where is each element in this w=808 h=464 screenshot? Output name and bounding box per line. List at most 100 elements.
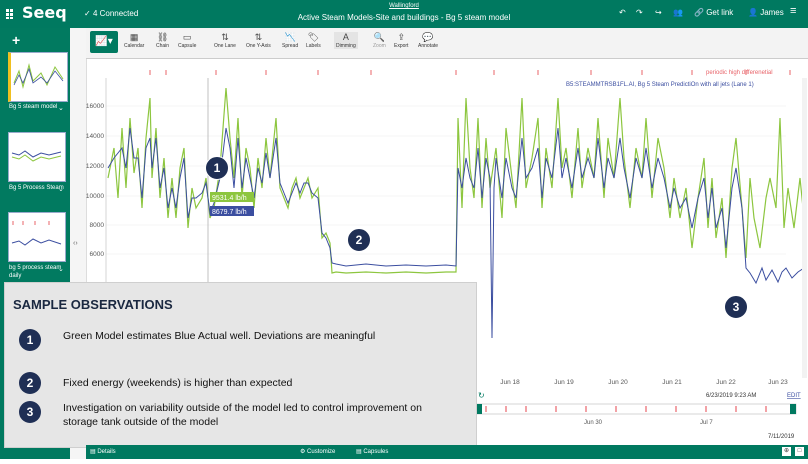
chevron-down-icon[interactable]: ⌄ — [58, 105, 64, 112]
model-value-tooltip — [210, 192, 254, 202]
one-y-axis-icon: ⇅ — [254, 32, 263, 42]
users-icon[interactable]: 👥 — [673, 8, 683, 17]
start-time: 6/23/2019 9:23 AM — [706, 393, 756, 399]
legend-capsule: periodic high differenetial — [706, 70, 773, 76]
y-tick: 16000 — [86, 103, 104, 110]
trend-toolbar: 📈▾ ▦ Calendar ⛓ Chain ▭ Capsule ⇅ One Lane ⇅… — [86, 28, 808, 59]
folder-link[interactable]: Wallingford — [389, 3, 419, 9]
observation-number: 3 — [19, 401, 41, 423]
spread-button[interactable]: 📉 Spread — [282, 32, 299, 49]
y-tick: 8000 — [90, 222, 105, 229]
comment-icon: 💬 — [422, 32, 434, 42]
navigation-bar[interactable] — [475, 403, 797, 415]
end-date: 7/11/2019 — [768, 434, 795, 440]
capsule-markers — [149, 70, 791, 75]
top-bar: Seeq ✓ 4 Connected Wallingford Active St… — [0, 0, 808, 28]
observation-item: 3 Investigation on variability outside o… — [19, 401, 453, 429]
x-tick: Jun 19 — [554, 379, 574, 386]
annotate-button[interactable]: 💬 Annotate — [418, 32, 439, 49]
y-tick: 6000 — [90, 251, 105, 258]
worksheet-thumb-2[interactable] — [8, 132, 66, 182]
trend-chart[interactable]: periodic high differenetial B5:STEAMMTRS… — [86, 58, 808, 459]
zoom-icon[interactable]: ⊕ — [782, 447, 791, 456]
worksheet-thumb-1[interactable] — [8, 52, 68, 102]
customize-button[interactable]: ⚙ Customize — [300, 449, 336, 455]
labels-button[interactable]: 🏷 Labels — [306, 32, 321, 49]
x-tick: Jun 18 — [500, 379, 520, 386]
user-menu[interactable]: 👤 James — [748, 8, 784, 17]
tag-icon: 🏷 — [307, 32, 320, 42]
x-tick: Jun 20 — [608, 379, 628, 386]
worksheet-label-3[interactable]: bg 5 process steam daily — [9, 265, 62, 279]
apps-grid-icon[interactable] — [6, 6, 16, 24]
export-icon: ⇪ — [397, 32, 405, 42]
worksheet-thumb-3[interactable] — [8, 212, 66, 262]
legend-series: B5:STEAMMTRSB1FL.AI, Bg 5 Steam Predicti… — [566, 82, 754, 88]
one-lane-button[interactable]: ⇅ One Lane — [214, 32, 236, 49]
worksheet-label-1[interactable]: Bg 5 steam model — [9, 104, 58, 110]
dimming-icon: A — [342, 32, 349, 42]
callout-3: 3 — [724, 295, 748, 319]
details-tab[interactable]: ▤ Details — [90, 449, 116, 455]
observation-text: Fixed energy (weekends) is higher than e… — [63, 377, 293, 389]
observations-heading: SAMPLE OBSERVATIONS — [13, 297, 173, 312]
callout-2: 2 — [347, 228, 371, 252]
app-logo[interactable]: Seeq — [22, 3, 67, 22]
y-tick: 12000 — [86, 163, 104, 170]
share-icon[interactable]: ↪ — [655, 8, 662, 17]
bottom-bar: ▤ Details ⚙ Customize ▤ Capsules ⊕ □ — [86, 445, 808, 459]
chevron-down-icon[interactable]: ⌄ — [58, 266, 64, 273]
y-tick-labels: 16000 14000 12000 10000 8000 6000 — [86, 103, 104, 258]
page-title: Active Steam Models-Site and buildings -… — [297, 13, 511, 22]
spread-icon: 📉 — [284, 32, 296, 42]
add-worksheet-icon[interactable]: + — [12, 32, 21, 48]
observations-panel: SAMPLE OBSERVATIONS 1 Green Model estima… — [4, 282, 477, 448]
actual-value-text: 8679.7 lb/h — [212, 209, 247, 216]
x-tick-labels: Jun 18 Jun 19 Jun 20 Jun 21 Jun 22 Jun 2… — [500, 379, 788, 386]
x-tick: Jun 21 — [662, 379, 682, 386]
x-tick: Jun 23 — [768, 379, 788, 386]
capsule-icon: ▭ — [182, 32, 192, 42]
chevron-down-icon[interactable]: ⌄ — [58, 186, 64, 193]
search-icon: 🔍 — [373, 32, 385, 42]
redo-icon[interactable]: ↷ — [636, 8, 643, 17]
capsule-button[interactable]: ▭ Capsule — [178, 32, 197, 49]
y-tick: 10000 — [86, 193, 104, 200]
callout-1: 1 — [205, 156, 229, 180]
observation-text: Investigation on variability outside of … — [63, 402, 422, 428]
nav-left-handle[interactable] — [476, 404, 482, 414]
view-selector-button[interactable]: 📈▾ — [90, 31, 118, 53]
collapse-icon[interactable]: □ — [795, 447, 804, 456]
chain-icon: ⛓ — [156, 32, 169, 42]
observation-item: 1 Green Model estimates Blue Actual well… — [19, 329, 453, 351]
collapse-arrows-icon[interactable]: ‹› — [73, 240, 78, 247]
undo-icon[interactable]: ↶ — [619, 8, 626, 17]
dimming-button[interactable]: A Dimming — [334, 32, 358, 49]
trend-svg[interactable]: periodic high differenetial B5:STEAMMTRS… — [86, 58, 808, 459]
get-link-button[interactable]: 🔗 Get link — [694, 8, 734, 17]
export-button[interactable]: ⇪ Export — [394, 32, 409, 49]
calendar-button[interactable]: ▦ Calendar — [124, 32, 145, 49]
chain-button[interactable]: ⛓ Chain — [156, 32, 170, 49]
x-tick: Jun 22 — [716, 379, 736, 386]
model-value-text: 9531.4 lb/h — [212, 195, 247, 202]
worksheet-label-2[interactable]: Bg 5 Process Steam — [9, 185, 64, 191]
observation-text: Green Model estimates Blue Actual well. … — [63, 330, 376, 342]
one-y-axis-button[interactable]: ⇅ One Y-Axis — [246, 32, 271, 49]
calendar-icon: ▦ — [129, 32, 139, 42]
nav-right-handle[interactable] — [790, 404, 796, 414]
zoom-button[interactable]: 🔍 Zoom — [373, 32, 386, 49]
actual-value-tooltip — [210, 206, 254, 216]
nav-tick: Jun 30 — [584, 420, 603, 426]
one-lane-icon: ⇅ — [221, 32, 229, 42]
vertical-scrollbar[interactable] — [802, 78, 807, 378]
nav-capsule-markers — [485, 406, 767, 412]
nav-tick: Jul 7 — [700, 420, 713, 426]
capsules-tab[interactable]: ▤ Capsules — [356, 449, 389, 455]
actual-series — [107, 127, 805, 339]
menu-icon[interactable]: ≡ — [790, 5, 797, 17]
observation-item: 2 Fixed energy (weekends) is higher than… — [19, 372, 453, 394]
edit-link[interactable]: EDIT — [787, 393, 801, 399]
connection-status[interactable]: ✓ 4 Connected — [84, 9, 139, 18]
refresh-icon[interactable]: ↻ — [478, 391, 485, 400]
